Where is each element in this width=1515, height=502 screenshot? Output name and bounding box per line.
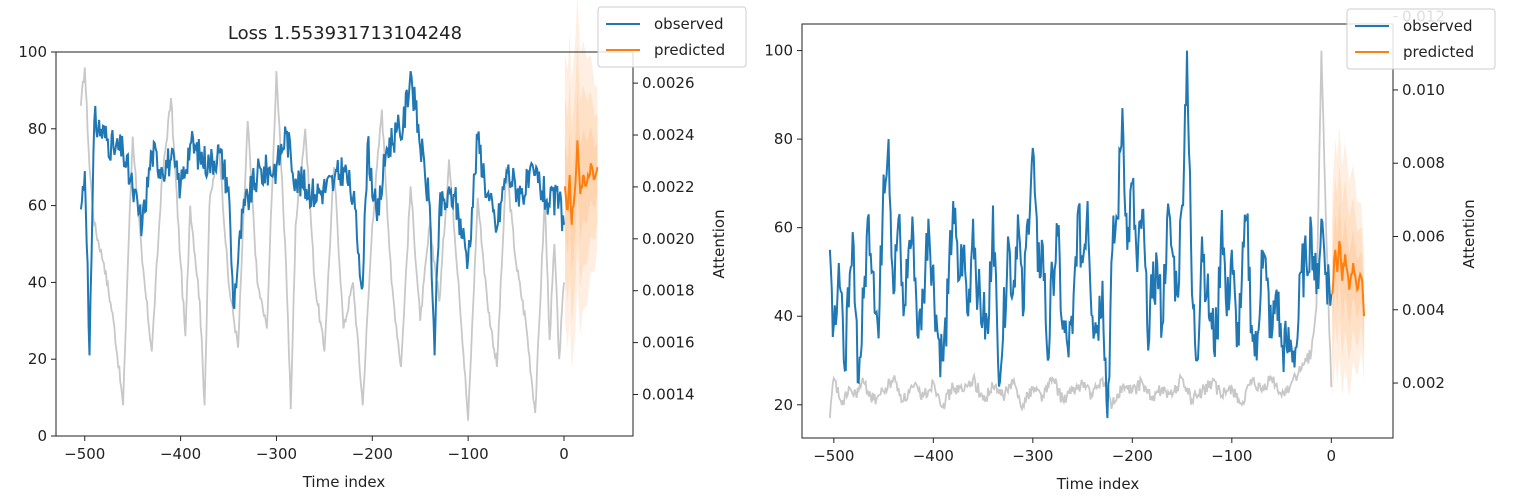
x-tick-label: −100 (448, 445, 489, 463)
y-tick-label: 100 (764, 42, 793, 60)
predicted-series (1331, 240, 1366, 317)
y2-tick-label: 0.002 (1402, 374, 1445, 392)
y2-tick-label: 0.004 (1402, 301, 1445, 319)
y-tick-label: 80 (774, 130, 793, 148)
x-tick-label: −300 (256, 445, 297, 463)
predicted-uncertainty-band (1332, 126, 1365, 400)
x-tick-label: −400 (913, 447, 954, 465)
x-tick-label: −500 (64, 445, 105, 463)
y2-axis: 0.0014 0.0016 0.0018 0.0020 0.0022 0.0024 0.00… (633, 74, 695, 403)
y-tick-label: 60 (28, 197, 47, 215)
predicted-band-layer (564, 44, 598, 322)
observed-line (79, 71, 565, 356)
x-tick-label: −100 (1211, 447, 1252, 465)
attention-series (80, 67, 565, 421)
legend-predicted-label: predicted (1403, 43, 1474, 61)
plot-frame (801, 23, 1394, 439)
x-tick-label: −200 (1112, 447, 1153, 465)
x-tick-label: −500 (813, 447, 854, 465)
predicted-band-layer (1332, 126, 1365, 400)
y2-tick-label: 0.010 (1402, 81, 1445, 99)
legend: observed predicted (597, 6, 747, 68)
x-axis-label: Time index (1056, 475, 1140, 493)
x-axis-label: Time index (302, 473, 386, 491)
predicted-series (563, 140, 599, 225)
observed-line (828, 50, 1333, 419)
predicted-band-layer (564, 0, 598, 370)
predicted-line (563, 140, 599, 225)
y-tick-label: 40 (28, 273, 47, 291)
y2-tick-label: 0.0024 (642, 126, 695, 144)
predicted-line (1331, 240, 1366, 317)
legend-predicted-label: predicted (654, 41, 725, 59)
y2-tick-label: 0.0026 (642, 74, 695, 92)
y2-axis-label: Attention (710, 209, 728, 278)
y2-tick-label: 0.0022 (642, 178, 695, 196)
chart-right: −500 −400 −300 −200 −100 0 20 40 60 80 100 0.002 0… (764, 8, 1496, 493)
legend-box (1346, 8, 1496, 70)
y2-tick-label: 0.0018 (642, 282, 695, 300)
y2-tick-label: 0.0014 (642, 385, 695, 403)
legend: observed predicted (1346, 8, 1496, 70)
attention-line (829, 50, 1333, 419)
legend-observed-label: observed (1403, 17, 1473, 35)
predicted-uncertainty-band (564, 0, 598, 370)
observed-series (828, 50, 1333, 419)
predicted-band-layer (564, 92, 598, 274)
observed-series (79, 71, 565, 356)
legend-observed-label: observed (654, 15, 724, 33)
chart-left: Loss 1.553931713104248 −500 −400 −300 −200−… (18, 0, 747, 491)
y-tick-label: 20 (774, 396, 793, 414)
y2-axis-label: Attention (1460, 199, 1478, 268)
y-tick-label: 40 (774, 307, 793, 325)
attention-series (829, 50, 1333, 419)
y2-tick-label: 0.0016 (642, 334, 695, 352)
x-tick-label: 0 (1327, 447, 1337, 465)
x-axis: −500 −400 −300 −200 −100 0 (813, 438, 1336, 465)
legend-box (597, 6, 747, 68)
x-tick-label: −300 (1012, 447, 1053, 465)
predicted-band-layer (1332, 164, 1365, 365)
attention-line (80, 67, 565, 421)
chart-title: Loss 1.553931713104248 (228, 23, 462, 44)
y-tick-label: 0 (37, 427, 47, 445)
y-tick-label: 100 (18, 43, 47, 61)
y2-tick-label: 0.008 (1402, 154, 1445, 172)
y-tick-label: 80 (28, 120, 47, 138)
x-tick-label: −400 (160, 445, 201, 463)
x-tick-label: −200 (352, 445, 393, 463)
predicted-band-layer (1332, 202, 1365, 338)
x-axis: −500 −400 −300 −200 −100 0 (64, 436, 569, 463)
y2-tick-label: 0.0020 (642, 230, 695, 248)
plot-frame (55, 51, 634, 437)
y-axis: 0 20 40 60 80 100 (18, 43, 56, 445)
y-tick-label: 20 (28, 350, 47, 368)
y-axis: 20 40 60 80 100 (764, 42, 802, 414)
y-tick-label: 60 (774, 219, 793, 237)
y2-tick-label: 0.006 (1402, 227, 1445, 245)
x-tick-label: 0 (559, 445, 569, 463)
